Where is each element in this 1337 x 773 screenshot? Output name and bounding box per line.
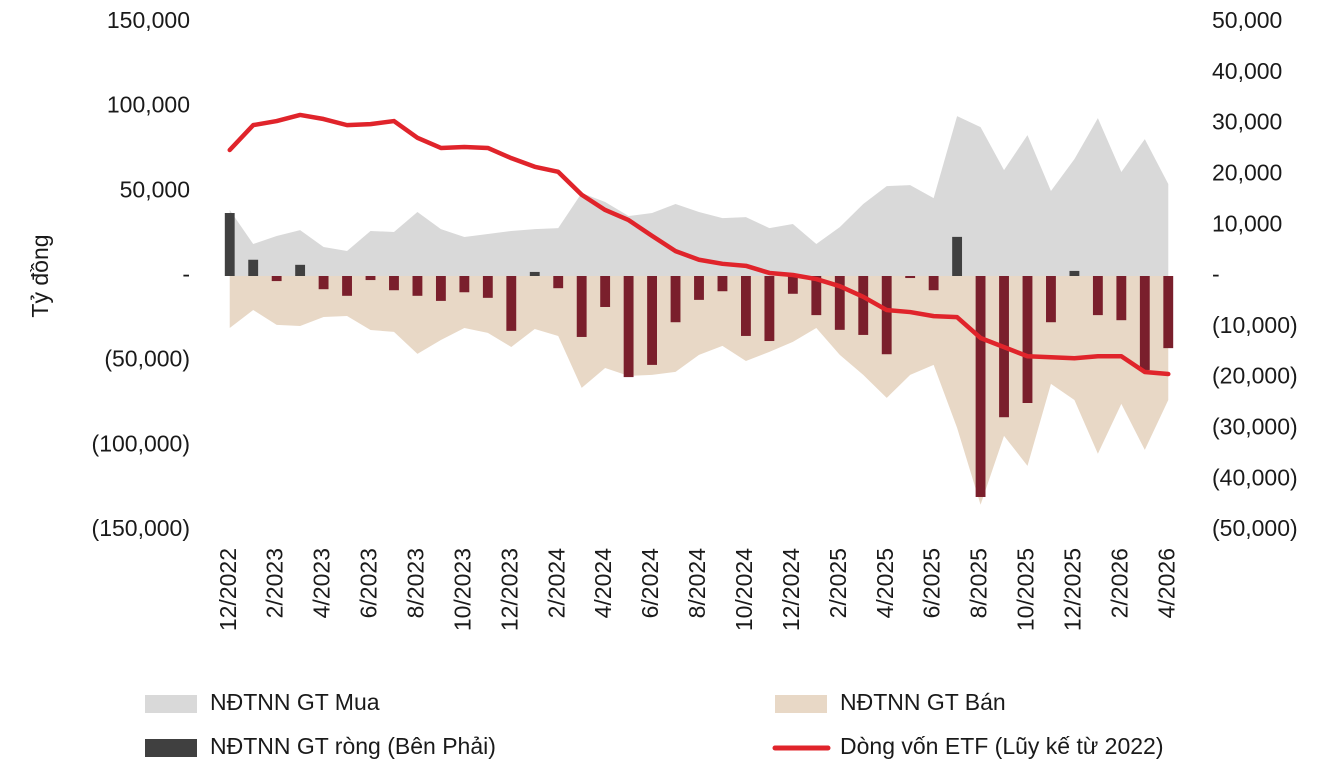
x-tick-label: 6/2023 — [356, 548, 382, 618]
y-tick-label: (150,000) — [92, 515, 190, 541]
bar — [647, 276, 658, 365]
legend-label: NĐTNN GT Bán — [840, 689, 1006, 715]
y2-tick-label: 20,000 — [1212, 159, 1282, 185]
x-tick-label: 10/2024 — [731, 548, 757, 631]
bar — [1092, 276, 1103, 316]
bar — [811, 276, 822, 316]
line — [227, 112, 1171, 377]
bar — [389, 276, 399, 291]
bar — [928, 276, 939, 291]
area — [229, 116, 1169, 277]
bar — [1163, 276, 1174, 349]
bar — [952, 236, 963, 276]
bar — [1116, 276, 1127, 321]
legend-label: NĐTNN GT Mua — [210, 689, 380, 715]
area — [229, 276, 1169, 505]
bar — [1022, 276, 1033, 403]
x-tick-label: 8/2025 — [966, 548, 992, 618]
y-tick-label: 50,000 — [120, 176, 190, 202]
bar — [576, 276, 587, 337]
bar — [717, 276, 728, 292]
x-tick-label: 2/2024 — [543, 548, 569, 619]
bar — [342, 276, 352, 296]
legend-swatch — [775, 695, 827, 713]
y2-tick-label: 10,000 — [1212, 210, 1282, 236]
x-tick-label: 6/2025 — [919, 548, 945, 618]
bar — [271, 276, 282, 282]
bar — [506, 276, 517, 331]
x-tick-label: 8/2024 — [684, 548, 710, 619]
bar — [670, 276, 681, 323]
bar — [529, 271, 540, 276]
bar — [553, 276, 564, 289]
bar — [435, 276, 446, 301]
y2-tick-label: (10,000) — [1212, 312, 1298, 338]
y2-tick-label: (30,000) — [1212, 413, 1298, 439]
x-tick-label: 10/2025 — [1013, 548, 1039, 631]
x-tick-label: 4/2024 — [590, 548, 616, 619]
bar — [1069, 270, 1080, 276]
bar — [459, 276, 470, 293]
bar — [623, 276, 634, 378]
bar — [318, 276, 329, 290]
x-tick-label: 4/2023 — [309, 548, 335, 618]
bar — [1139, 276, 1150, 370]
bar — [740, 276, 751, 336]
y-tick-label: 150,000 — [107, 7, 190, 33]
y-tick-label: (100,000) — [92, 430, 190, 456]
legend-label: NĐTNN GT ròng (Bên Phải) — [210, 733, 496, 759]
x-tick-label: 6/2024 — [637, 548, 663, 619]
bar — [248, 259, 259, 276]
x-tick-label: 4/2025 — [872, 548, 898, 618]
legend-swatch — [145, 739, 197, 757]
bar — [600, 276, 611, 307]
x-tick-label: 12/2022 — [215, 548, 241, 631]
y2-tick-label: (40,000) — [1212, 464, 1298, 490]
y2-tick-label: 30,000 — [1212, 109, 1282, 135]
bar — [224, 213, 235, 276]
x-tick-label: 12/2023 — [496, 548, 522, 631]
y2-tick-label: - — [1212, 261, 1220, 287]
y2-tick-label: (20,000) — [1212, 363, 1298, 389]
x-tick-label: 2/2025 — [825, 548, 851, 618]
bar — [1046, 276, 1056, 323]
bar — [975, 276, 986, 497]
x-tick-label: 12/2024 — [778, 548, 804, 631]
bar — [412, 276, 423, 296]
y-tick-label: (50,000) — [104, 346, 190, 372]
legend-swatch — [145, 695, 197, 713]
bar — [764, 276, 775, 342]
y-axis-title: Tỷ đồng — [27, 234, 53, 317]
bar — [858, 276, 869, 335]
x-tick-label: 2/2023 — [262, 548, 288, 618]
bar — [881, 276, 892, 355]
y2-tick-label: (50,000) — [1212, 515, 1298, 541]
bar — [482, 276, 493, 298]
legend-label: Dòng vốn ETF (Lũy kế từ 2022) — [840, 733, 1164, 759]
y-tick-label: 100,000 — [107, 92, 190, 118]
x-tick-label: 8/2023 — [403, 548, 429, 618]
bar — [905, 276, 916, 279]
x-tick-label: 4/2026 — [1153, 548, 1179, 618]
bar — [295, 264, 306, 276]
bar — [834, 276, 845, 330]
x-tick-label: 2/2026 — [1106, 548, 1132, 618]
bar — [365, 276, 376, 281]
y-tick-label: - — [182, 261, 190, 287]
y2-tick-label: 40,000 — [1212, 58, 1282, 84]
y2-tick-label: 50,000 — [1212, 7, 1282, 33]
bar — [694, 276, 704, 300]
x-tick-label: 10/2023 — [449, 548, 475, 631]
bar — [787, 276, 798, 294]
x-tick-label: 12/2025 — [1059, 548, 1085, 631]
